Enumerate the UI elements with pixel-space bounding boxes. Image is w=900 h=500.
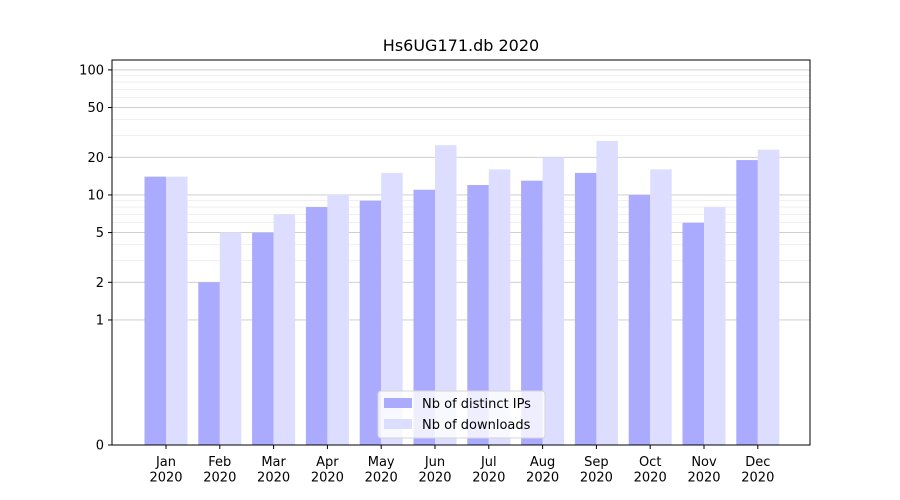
- bar-downloads: [488, 169, 511, 445]
- bar-distinct-ips: [359, 200, 382, 445]
- bar-distinct-ips: [252, 232, 274, 445]
- legend-box: [377, 390, 546, 439]
- bar-downloads: [327, 194, 349, 445]
- bar-distinct-ips: [305, 207, 328, 445]
- x-tick-label-line: 2020: [526, 471, 559, 486]
- x-tick-label-line: 2020: [311, 471, 344, 486]
- x-tick-label: Jul 2020: [472, 455, 505, 486]
- x-tick-label-line: Jan: [155, 455, 176, 470]
- legend-label: Nb of downloads: [422, 418, 531, 433]
- bar-distinct-ips: [736, 160, 758, 445]
- y-tick-label: 50: [87, 101, 104, 116]
- bar-distinct-ips: [467, 185, 489, 445]
- x-tick-label-line: Mar: [261, 455, 286, 470]
- y-tick-label: 100: [79, 63, 104, 78]
- x-tick-label-line: 2020: [149, 471, 182, 486]
- x-tick-label-line: Oct: [639, 455, 661, 470]
- x-tick-label-line: 2020: [687, 471, 720, 486]
- bar-distinct-ips: [628, 194, 651, 445]
- bar-distinct-ips: [574, 172, 597, 445]
- y-tick-label: 5: [96, 226, 104, 241]
- x-tick-label-line: 2020: [634, 471, 667, 486]
- bar-distinct-ips: [144, 176, 166, 445]
- x-tick-label-line: 2020: [418, 471, 451, 486]
- x-tick-label: Sep 2020: [580, 455, 613, 486]
- legend-label: Nb of distinct IPs: [422, 397, 531, 412]
- x-tick-label: Apr 2020: [311, 455, 344, 486]
- bar-distinct-ips: [521, 180, 543, 445]
- y-tick-label: 1: [96, 313, 104, 328]
- x-tick-label-line: May: [368, 455, 395, 470]
- bar-downloads: [757, 149, 780, 446]
- bar-downloads: [650, 169, 672, 445]
- x-tick-label-line: Sep: [584, 455, 609, 470]
- x-tick-label: Jun 2020: [418, 455, 451, 486]
- x-tick-label: Aug 2020: [526, 455, 559, 486]
- bar-downloads: [596, 140, 618, 445]
- x-tick-label-line: 2020: [472, 471, 505, 486]
- bar-downloads: [381, 172, 403, 445]
- y-tick-label: 2: [96, 276, 104, 291]
- x-tick-label: Mar 2020: [257, 455, 290, 486]
- x-tick-label-line: Nov: [691, 455, 717, 470]
- bar-downloads: [273, 214, 296, 445]
- x-tick-label-line: 2020: [203, 471, 236, 486]
- bar-downloads: [435, 145, 457, 445]
- x-tick-label: May 2020: [365, 455, 398, 486]
- bar-downloads: [166, 176, 188, 445]
- x-tick-label-line: 2020: [257, 471, 290, 486]
- bar-distinct-ips: [198, 282, 220, 445]
- bars-layer: [144, 140, 780, 446]
- y-tick-label: 0: [96, 439, 104, 454]
- chart-title: Hs6UG171.db 2020: [383, 36, 539, 55]
- x-tick-label: Jan 2020: [149, 455, 182, 486]
- x-tick-label-line: 2020: [741, 471, 774, 486]
- y-tick-label: 10: [87, 188, 104, 203]
- legend: Nb of distinct IPs Nb of downloads: [377, 390, 546, 439]
- x-tick-label: Nov 2020: [687, 455, 720, 486]
- x-tick-label-line: 2020: [580, 471, 613, 486]
- x-tick-label-line: Feb: [208, 455, 231, 470]
- bar-downloads: [542, 157, 565, 445]
- x-tick-label: Dec 2020: [741, 455, 774, 486]
- x-tick-label-line: Jul: [480, 455, 497, 470]
- legend-swatch: [384, 419, 412, 429]
- x-tick-label-line: 2020: [365, 471, 398, 486]
- bar-distinct-ips: [682, 222, 704, 445]
- bar-distinct-ips: [413, 189, 435, 445]
- y-tick-label: 20: [87, 151, 104, 166]
- x-tick-label-line: Aug: [530, 455, 555, 470]
- plot-frame: [111, 59, 811, 446]
- bar-downloads: [219, 232, 242, 445]
- x-tick-label: Oct 2020: [634, 455, 667, 486]
- x-tick-label-line: Dec: [745, 455, 770, 470]
- bar-downloads: [704, 207, 726, 445]
- legend-swatch: [384, 398, 412, 408]
- x-tick-label-line: Apr: [316, 455, 339, 470]
- x-tick-label-line: Jun: [424, 455, 445, 470]
- x-tick-label: Feb 2020: [203, 455, 236, 486]
